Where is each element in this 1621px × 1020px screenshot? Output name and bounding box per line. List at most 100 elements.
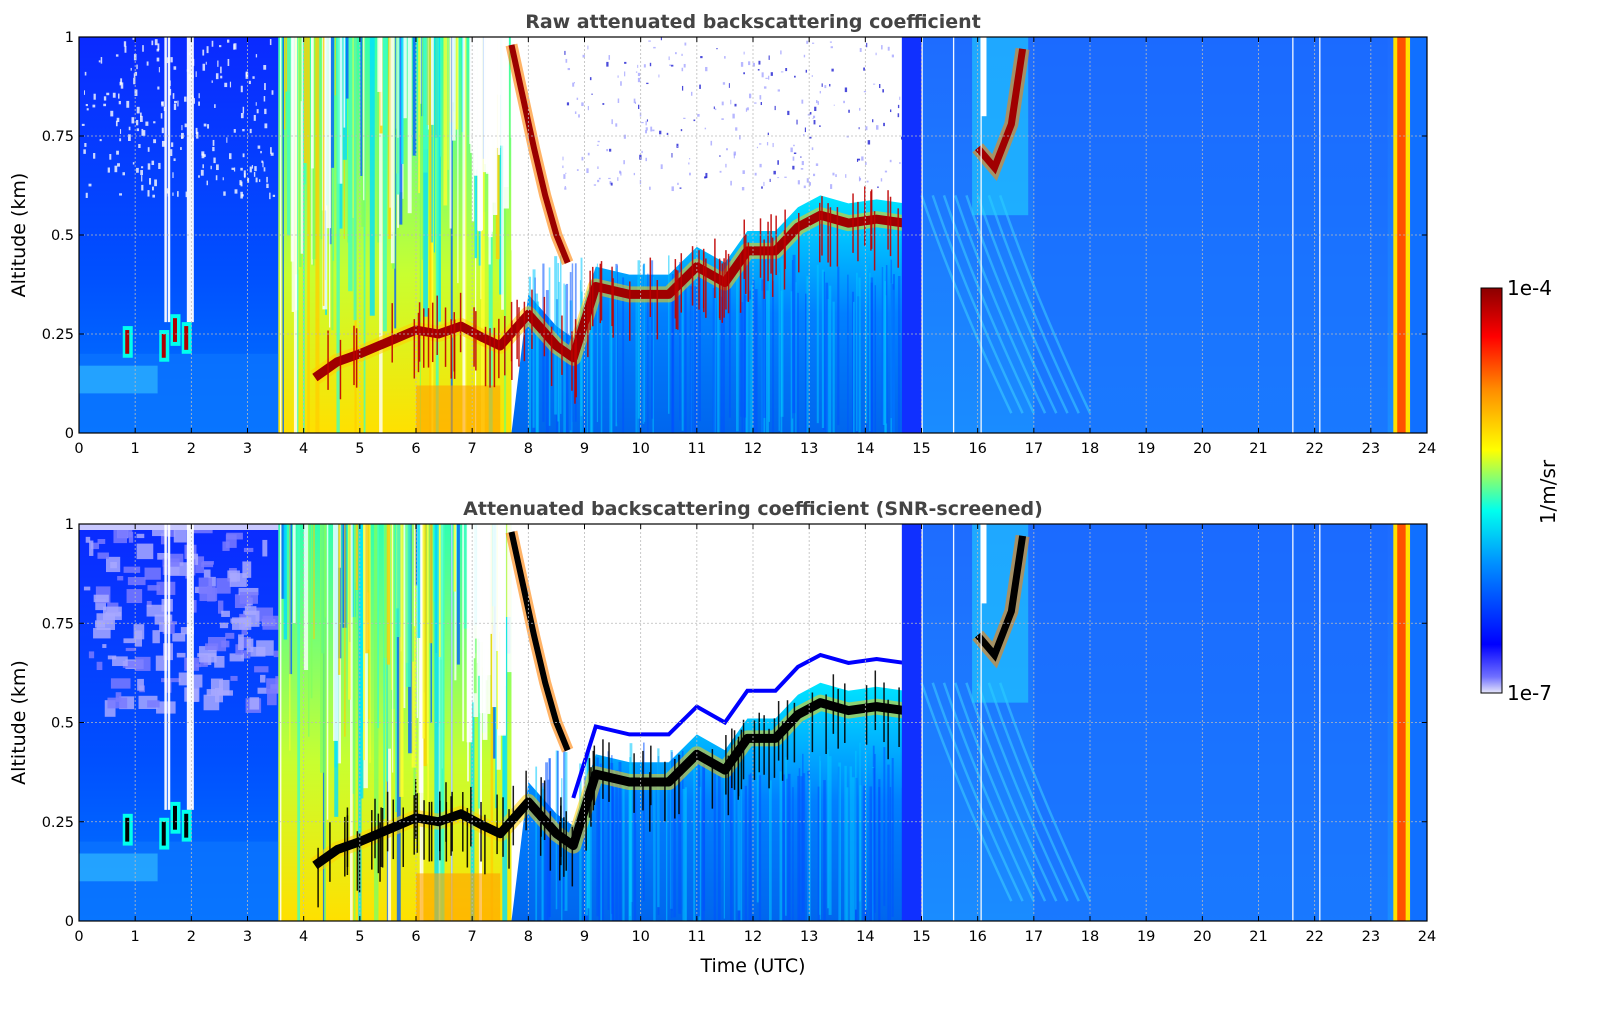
plume-streak [987,682,1080,902]
precip-streak [164,524,167,810]
raw-noise-speck [177,191,179,197]
raw-noise-speck [141,128,144,136]
screened-noise-patch [93,628,111,639]
screened-noise-patch [110,678,131,689]
raw-noise-speck [856,158,859,162]
descending-layer [508,44,571,264]
trace-jag [747,242,750,302]
cloudfree-gap [490,37,495,139]
screened-noise-patch [104,700,116,717]
x-tick-label: 7 [468,441,477,457]
screened-noise-patch [163,621,178,625]
raw-noise-speck [867,140,871,145]
trace-jag [725,735,727,795]
raw-noise-speck [745,108,748,112]
raw-noise-speck [239,180,242,186]
raw-noise-speck [792,165,795,170]
fog-streak [637,260,641,419]
raw-noise-speck [242,106,245,114]
raw-noise-speck [215,73,219,80]
raw-noise-speck [203,154,206,157]
trace-jag [887,699,889,760]
fog-streak [586,290,589,433]
fog-streak [684,279,687,433]
rain-streak [351,524,356,618]
raw-noise-speck [180,147,182,150]
fog-streak [740,258,742,417]
cloudfree-gap [483,524,489,649]
raw-noise-speck [100,57,103,64]
screened-noise-patch [90,542,100,550]
cloudfree-gap [469,37,473,144]
screened-noise-patch [207,586,216,602]
rain-streak [322,37,325,306]
raw-noise-speck [891,54,894,58]
trace-jag [650,745,652,806]
fog-streak [749,299,752,433]
raw-noise-speck [172,172,174,179]
raw-noise-speck [201,151,205,156]
aerosol-core [184,326,189,350]
raw-noise-speck [147,190,150,197]
raw-noise-speck [800,156,802,158]
screened-noise-patch [134,656,151,671]
raw-noise-speck [262,161,264,168]
fog-streak [588,787,592,921]
raw-noise-speck [231,167,235,170]
trace-jag [565,811,567,871]
trace-jag [543,780,546,841]
raw-noise-speck [242,129,245,132]
plume-streak [954,682,1047,902]
raw-noise-speck [576,97,579,100]
raw-noise-speck [134,71,138,76]
trace-jag [770,214,772,274]
rain-streak [462,524,465,742]
trace-jag [649,257,652,317]
fog-streak [792,787,794,921]
cloudfree-gap [507,524,513,673]
raw-noise-speck [207,124,210,129]
raw-noise-speck [777,160,779,165]
trace-jag [827,203,829,263]
fog-streak [865,750,867,910]
trace-jag [329,822,331,882]
cloudfree-gap [500,37,505,146]
trace-jag [588,758,591,818]
screened-noise-patch [147,700,160,708]
raw-noise-speck [158,67,160,73]
rain-streak [311,37,314,169]
raw-noise-speck [211,80,213,83]
raw-noise-speck [883,122,885,127]
raw-noise-speck [173,100,177,104]
x-axis-label: Time (UTC) [699,955,805,977]
screened-noise-patch [146,600,152,608]
raw-noise-speck [624,61,627,64]
trace-jag [346,807,349,868]
raw-noise-speck [643,64,646,68]
raw-noise-speck [617,98,620,103]
x-tick-label: 16 [968,441,986,457]
raw-noise-speck [719,155,721,157]
raw-noise-speck [132,37,135,40]
cloudfree-gap [466,524,473,743]
screened-noise-patch [218,600,224,614]
raw-noise-speck [264,83,266,91]
screened-noise-patch [243,547,254,553]
raw-noise-speck [86,108,89,111]
trace-jag [402,807,405,868]
x-tick-label: 6 [411,441,420,457]
screened-noise-patch [254,666,269,673]
raw-noise-speck [877,186,879,189]
raw-noise-speck [93,153,96,159]
trace-jag [759,218,762,278]
trace-jag [355,328,358,388]
screened-noise-patch [240,650,251,659]
raw-noise-speck [136,128,140,132]
raw-noise-speck [757,68,760,71]
raw-noise-speck [198,175,200,178]
fog-streak [740,767,743,921]
raw-noise-speck [774,105,776,111]
raw-noise-speck [610,182,613,186]
screened-noise-patch [219,622,229,629]
raw-noise-speck [598,177,601,180]
